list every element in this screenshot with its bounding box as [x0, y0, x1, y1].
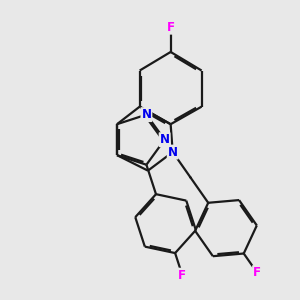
- Text: F: F: [178, 268, 186, 282]
- Text: N: N: [168, 146, 178, 159]
- Text: N: N: [141, 108, 152, 121]
- Text: F: F: [167, 21, 175, 34]
- Text: F: F: [253, 266, 261, 279]
- Text: N: N: [160, 133, 170, 146]
